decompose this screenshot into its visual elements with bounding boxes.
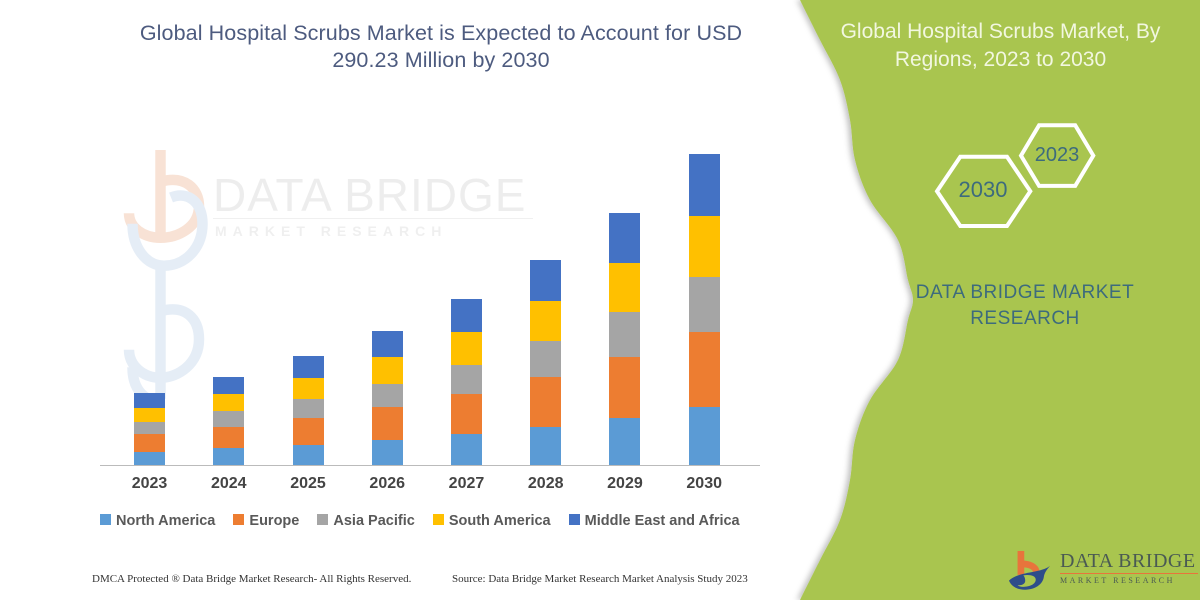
svg-text:2030: 2030 — [959, 177, 1008, 202]
svg-text:2023: 2023 — [1035, 144, 1080, 166]
